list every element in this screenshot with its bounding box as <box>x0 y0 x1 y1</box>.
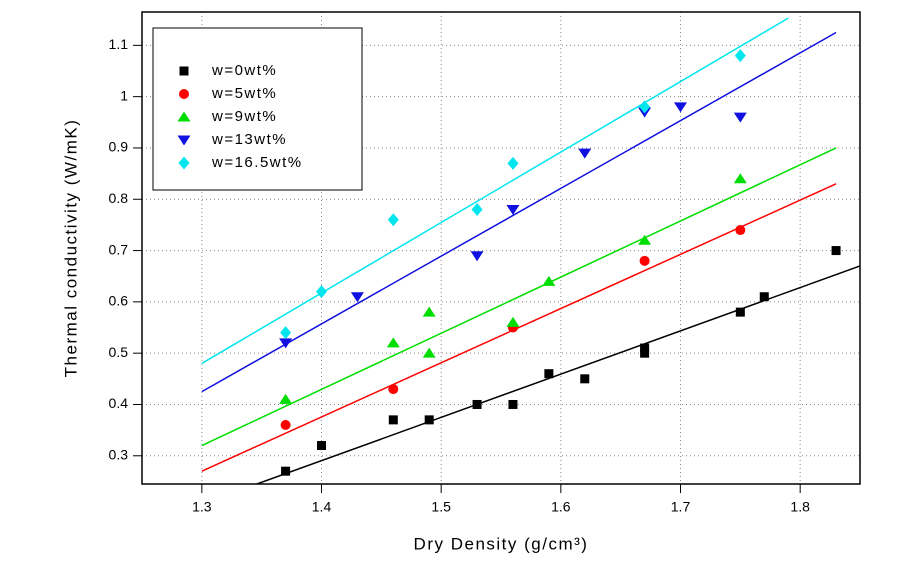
x-tick-label: 1.3 <box>192 499 212 515</box>
y-axis-label: Thermal conductivity (W/mK) <box>61 119 80 378</box>
data-point <box>470 251 484 262</box>
x-tick-label: 1.8 <box>790 499 810 515</box>
x-tick-label: 1.7 <box>671 499 691 515</box>
x-tick-label: 1.5 <box>431 499 451 515</box>
data-point <box>674 102 687 113</box>
legend-label: w=5wt% <box>211 85 277 102</box>
data-point <box>733 112 747 123</box>
y-tick-label: 0.9 <box>109 139 129 155</box>
data-point <box>733 173 747 184</box>
data-point <box>544 369 554 379</box>
legend-label: w=16.5wt% <box>211 154 303 171</box>
data-point <box>735 307 745 317</box>
fit-line <box>201 17 789 365</box>
data-point <box>388 384 399 395</box>
legend-label: w=9wt% <box>211 108 277 125</box>
y-tick-label: 0.7 <box>109 241 129 257</box>
y-tick-label: 1 <box>120 87 128 103</box>
fit-line <box>256 265 860 484</box>
data-point <box>639 100 651 114</box>
y-tick-label: 0.3 <box>109 446 129 462</box>
data-point <box>638 234 652 245</box>
legend-label: w=13wt% <box>211 131 287 148</box>
data-point <box>759 292 769 302</box>
data-point <box>508 399 518 409</box>
data-point <box>640 343 650 353</box>
data-point <box>280 326 292 340</box>
data-point <box>422 347 436 358</box>
data-point <box>279 393 293 404</box>
data-point <box>387 213 399 227</box>
data-point <box>831 246 841 256</box>
legend-marker <box>177 135 191 146</box>
data-point <box>578 148 592 159</box>
y-tick-label: 0.5 <box>109 344 129 360</box>
data-point <box>580 374 590 384</box>
data-point <box>735 225 746 236</box>
x-tick-label: 1.4 <box>312 499 332 515</box>
legend-marker <box>178 156 190 170</box>
data-point <box>639 255 650 266</box>
data-point <box>507 156 519 170</box>
data-point <box>280 420 291 430</box>
y-tick-label: 0.8 <box>109 190 129 206</box>
data-point <box>640 348 650 358</box>
data-point <box>350 292 364 303</box>
data-point <box>422 306 436 317</box>
legend-label: w=0wt% <box>211 62 277 79</box>
data-point <box>388 415 398 425</box>
data-point <box>734 49 746 63</box>
legend-marker <box>179 89 189 99</box>
data-point <box>472 399 482 409</box>
data-point <box>386 337 400 348</box>
data-point <box>471 203 483 217</box>
legend-marker <box>177 111 191 122</box>
data-point <box>317 441 326 451</box>
plot-frame <box>141 11 861 485</box>
fit-line <box>201 147 837 447</box>
data-point <box>506 205 520 216</box>
x-axis-label: Dry Density (g/cm³) <box>414 534 589 553</box>
data-point <box>281 466 291 476</box>
y-tick-label: 1.1 <box>109 36 129 52</box>
data-point <box>279 338 293 349</box>
x-tick-label: 1.6 <box>551 499 571 515</box>
fit-line <box>201 183 837 472</box>
data-point <box>424 415 434 425</box>
data-point <box>542 275 556 286</box>
y-tick-label: 0.4 <box>109 395 129 411</box>
data-point <box>506 316 520 327</box>
data-point <box>316 285 327 299</box>
fit-line <box>201 31 837 393</box>
y-tick-label: 0.6 <box>109 293 129 309</box>
legend-marker <box>179 66 189 76</box>
